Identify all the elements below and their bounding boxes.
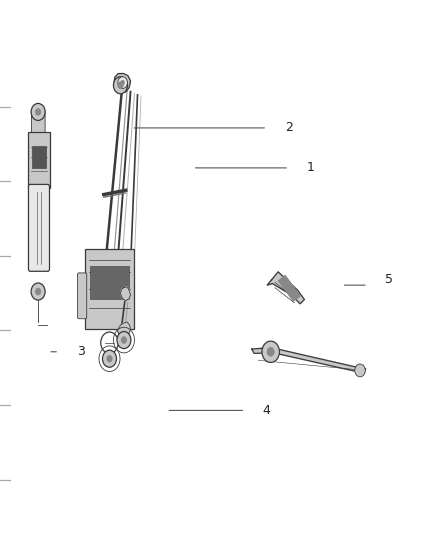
FancyBboxPatch shape [90,266,129,299]
Circle shape [120,80,125,85]
Polygon shape [279,276,300,301]
FancyBboxPatch shape [28,184,49,271]
FancyBboxPatch shape [32,146,46,168]
Circle shape [117,82,124,89]
Circle shape [35,288,41,295]
Circle shape [31,283,45,300]
Text: 1: 1 [307,161,314,174]
Text: 2: 2 [285,122,293,134]
Circle shape [113,77,127,94]
Polygon shape [120,287,131,301]
Circle shape [31,103,45,120]
FancyBboxPatch shape [28,132,50,188]
Text: 4: 4 [263,404,271,417]
Circle shape [121,336,127,344]
Circle shape [267,347,275,357]
Circle shape [102,350,117,367]
Polygon shape [252,348,366,373]
FancyBboxPatch shape [32,110,45,135]
Circle shape [106,355,113,362]
Circle shape [35,108,41,116]
Circle shape [118,77,127,88]
Polygon shape [117,322,131,337]
Text: 3: 3 [77,345,85,358]
Circle shape [262,341,279,362]
FancyBboxPatch shape [78,273,87,319]
Text: 5: 5 [385,273,393,286]
FancyBboxPatch shape [85,249,134,329]
Polygon shape [114,74,131,93]
Circle shape [117,332,131,349]
Circle shape [355,364,365,377]
Polygon shape [267,272,304,304]
